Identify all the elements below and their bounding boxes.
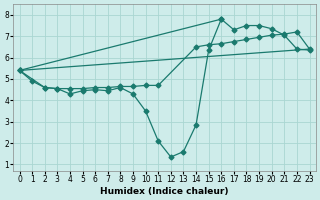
X-axis label: Humidex (Indice chaleur): Humidex (Indice chaleur) <box>100 187 229 196</box>
